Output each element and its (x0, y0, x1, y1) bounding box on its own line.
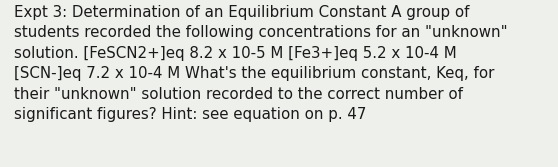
Text: Expt 3: Determination of an Equilibrium Constant A group of
students recorded th: Expt 3: Determination of an Equilibrium … (14, 5, 508, 122)
